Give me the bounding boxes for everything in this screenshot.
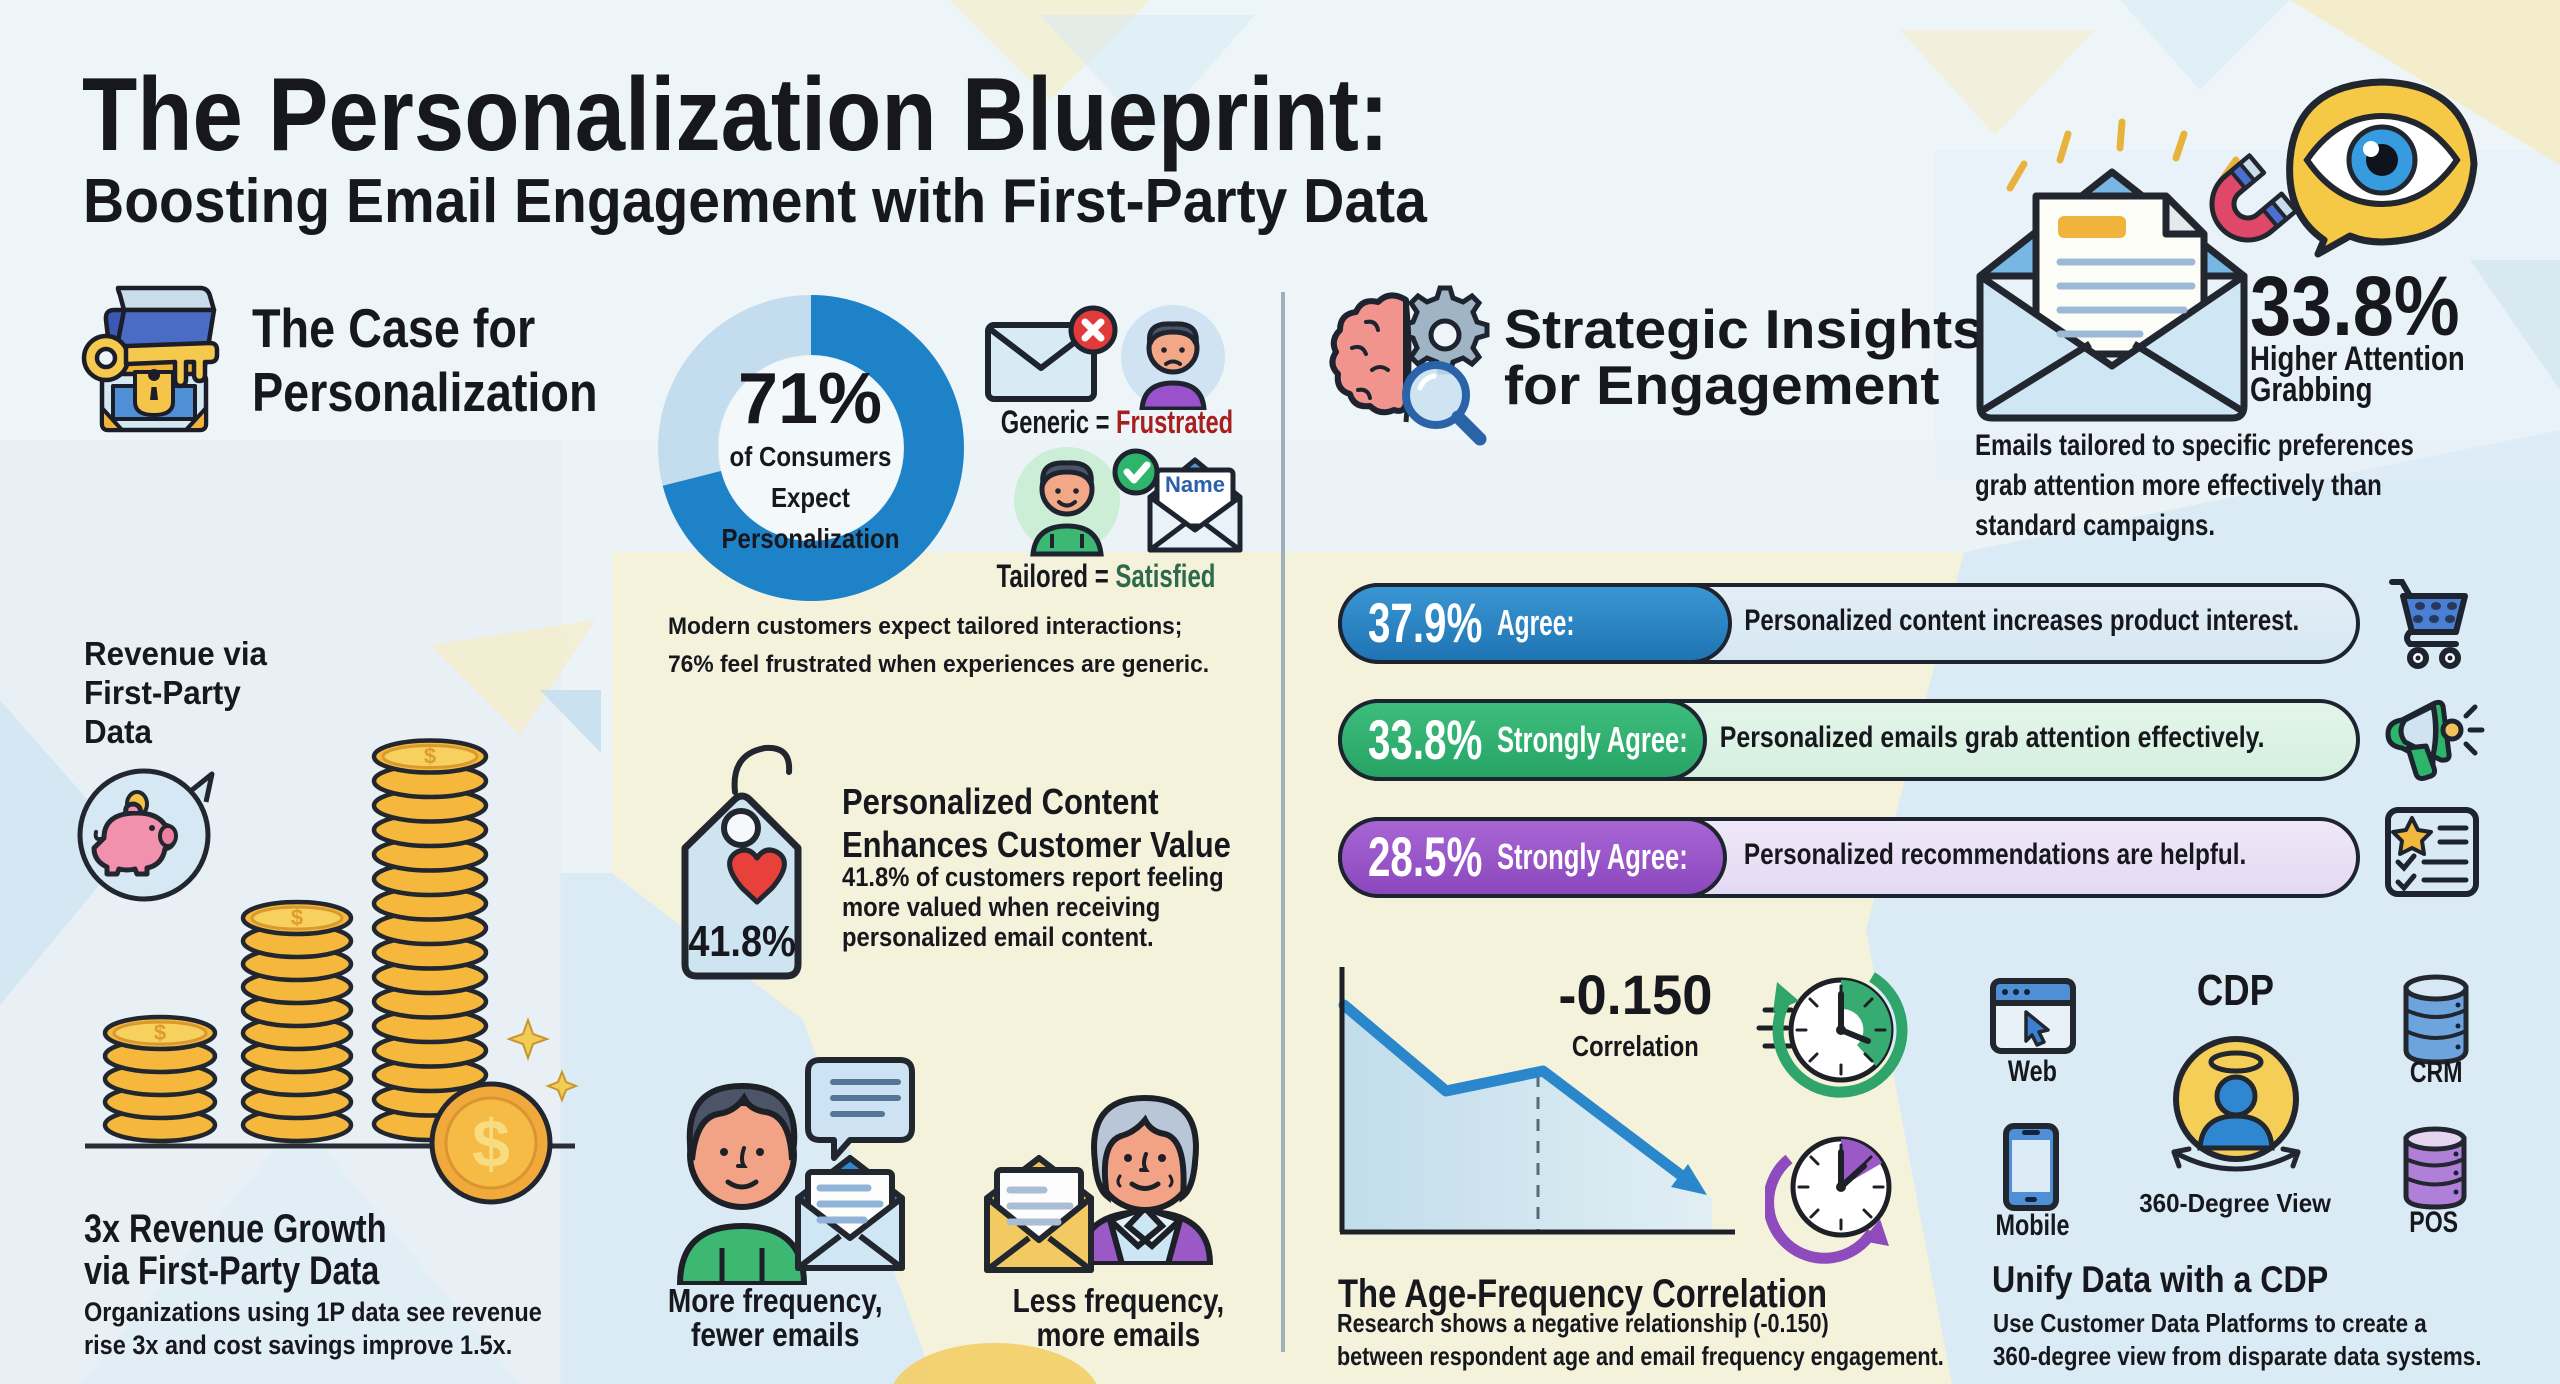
svg-text:$: $ <box>424 744 436 769</box>
svg-text:41.8%: 41.8% <box>688 916 795 965</box>
svg-text:Name: Name <box>1165 472 1225 497</box>
svg-text:$: $ <box>154 1020 166 1045</box>
svg-text:$: $ <box>291 905 303 930</box>
svg-text:$: $ <box>472 1106 510 1182</box>
